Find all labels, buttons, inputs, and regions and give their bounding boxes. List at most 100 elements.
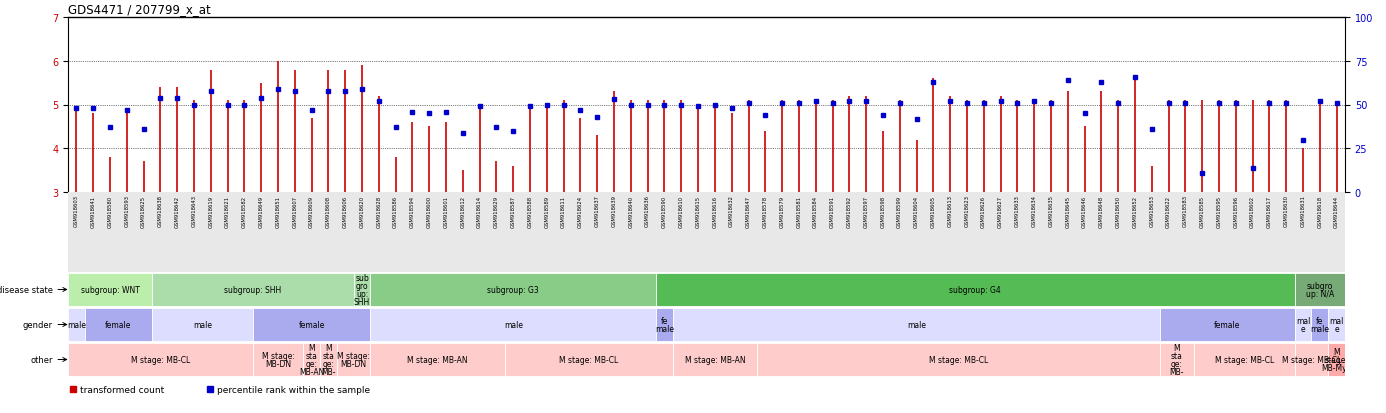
Text: GSM918582: GSM918582	[243, 195, 247, 227]
Text: M stage: MB-AN: M stage: MB-AN	[407, 355, 468, 364]
Bar	[252, 343, 304, 376]
Text: GSM918624: GSM918624	[578, 195, 584, 227]
Text: GSM918641: GSM918641	[90, 195, 96, 227]
Text: GSM918629: GSM918629	[493, 195, 499, 227]
Bar	[1328, 343, 1344, 376]
Text: M stage:
MB-DN: M stage: MB-DN	[337, 351, 370, 368]
Text: GSM918627: GSM918627	[998, 195, 1003, 227]
Text: GSM918650: GSM918650	[1116, 195, 1121, 227]
Bar	[1160, 308, 1295, 342]
Bar	[320, 343, 337, 376]
Text: GSM918620: GSM918620	[359, 195, 365, 227]
Text: gender: gender	[22, 320, 53, 329]
Text: male: male	[906, 320, 926, 329]
Text: GSM918640: GSM918640	[628, 195, 633, 227]
Text: GSM918616: GSM918616	[712, 195, 718, 227]
Bar	[1328, 308, 1344, 342]
Text: GSM918591: GSM918591	[830, 195, 834, 227]
Text: M
sta
ge:
MB-: M sta ge: MB-	[1170, 343, 1184, 376]
Text: GSM918635: GSM918635	[1048, 195, 1053, 227]
Text: male: male	[503, 320, 523, 329]
Text: GSM918583: GSM918583	[1182, 195, 1188, 227]
Text: GSM918626: GSM918626	[981, 195, 987, 227]
Text: female: female	[298, 320, 324, 329]
Bar	[152, 273, 353, 306]
Text: GSM918611: GSM918611	[561, 195, 565, 227]
Text: M stage: MB-CL: M stage: MB-CL	[560, 355, 618, 364]
Text: M stage:
MB-DN: M stage: MB-DN	[262, 351, 294, 368]
Bar	[152, 308, 252, 342]
Text: GSM918632: GSM918632	[729, 195, 735, 227]
Bar	[656, 273, 1295, 306]
Bar	[353, 273, 370, 306]
Text: GSM918594: GSM918594	[410, 195, 414, 227]
Text: M stage: MB-CL: M stage: MB-CL	[1214, 355, 1274, 364]
Text: GSM918585: GSM918585	[1200, 195, 1204, 227]
Text: GSM918633: GSM918633	[1015, 195, 1020, 227]
Text: GSM918596: GSM918596	[1234, 195, 1238, 227]
Bar	[1295, 308, 1311, 342]
Text: GSM918647: GSM918647	[746, 195, 751, 227]
Text: GSM918615: GSM918615	[696, 195, 700, 227]
Text: M stage: MB-CL: M stage: MB-CL	[929, 355, 988, 364]
Text: subgroup: WNT: subgroup: WNT	[80, 285, 140, 294]
Text: GSM918606: GSM918606	[342, 195, 348, 227]
Text: fe
male: fe male	[1310, 316, 1329, 333]
Bar	[656, 308, 672, 342]
Text: GSM918602: GSM918602	[1250, 195, 1256, 227]
Text: GSM918651: GSM918651	[276, 195, 280, 227]
Bar	[757, 343, 1160, 376]
Text: M
stage:
MB-Myc: M stage: MB-Myc	[1322, 347, 1351, 372]
Text: GSM918630: GSM918630	[1283, 195, 1289, 227]
Text: GSM918638: GSM918638	[158, 195, 164, 227]
Text: GSM918628: GSM918628	[377, 195, 381, 227]
Text: GSM918644: GSM918644	[1335, 195, 1339, 227]
Text: percentile rank within the sample: percentile rank within the sample	[216, 385, 370, 394]
Bar	[370, 273, 656, 306]
Text: GSM918639: GSM918639	[611, 195, 617, 227]
Text: GSM918593: GSM918593	[125, 195, 129, 227]
Bar	[1193, 343, 1295, 376]
Text: subgro
up: N/A: subgro up: N/A	[1306, 281, 1333, 298]
Text: GSM918623: GSM918623	[965, 195, 969, 227]
Bar	[1160, 343, 1193, 376]
Bar	[252, 308, 370, 342]
Bar	[370, 343, 505, 376]
Text: GSM918579: GSM918579	[779, 195, 784, 227]
Bar	[370, 308, 656, 342]
Text: GSM918648: GSM918648	[1099, 195, 1103, 227]
Bar	[68, 343, 252, 376]
Text: GSM918578: GSM918578	[762, 195, 768, 227]
Text: GSM918645: GSM918645	[1066, 195, 1070, 227]
Text: GSM918607: GSM918607	[292, 195, 298, 227]
Bar	[505, 343, 672, 376]
Text: mal
e: mal e	[1296, 316, 1310, 333]
Text: subgroup: SHH: subgroup: SHH	[225, 285, 281, 294]
Text: GSM918619: GSM918619	[208, 195, 213, 227]
Text: GSM918597: GSM918597	[863, 195, 869, 227]
Text: sub
gro
up:
SHH: sub gro up: SHH	[353, 273, 370, 306]
Text: disease state: disease state	[0, 285, 53, 294]
Text: GSM918617: GSM918617	[1267, 195, 1272, 227]
Text: GSM918634: GSM918634	[1031, 195, 1037, 227]
Text: GSM918649: GSM918649	[259, 195, 263, 227]
Text: female: female	[1214, 320, 1240, 329]
Text: GSM918631: GSM918631	[1300, 195, 1306, 227]
Text: GSM918580: GSM918580	[108, 195, 112, 227]
Bar	[1295, 273, 1344, 306]
Bar	[68, 308, 85, 342]
Text: GSM918589: GSM918589	[545, 195, 549, 227]
Text: male: male	[67, 320, 86, 329]
Text: GSM918613: GSM918613	[948, 195, 952, 227]
Text: GSM918599: GSM918599	[897, 195, 902, 227]
Text: subgroup: G4: subgroup: G4	[949, 285, 1001, 294]
Text: M
sta
ge:
MB-AN: M sta ge: MB-AN	[299, 343, 324, 376]
Text: mal
e: mal e	[1329, 316, 1344, 333]
Bar	[68, 273, 152, 306]
Text: GSM918605: GSM918605	[931, 195, 936, 227]
Text: GSM918621: GSM918621	[225, 195, 230, 227]
Bar	[1295, 343, 1328, 376]
Text: GSM918618: GSM918618	[1317, 195, 1322, 227]
Text: GSM918653: GSM918653	[1149, 195, 1155, 227]
Bar	[672, 343, 757, 376]
